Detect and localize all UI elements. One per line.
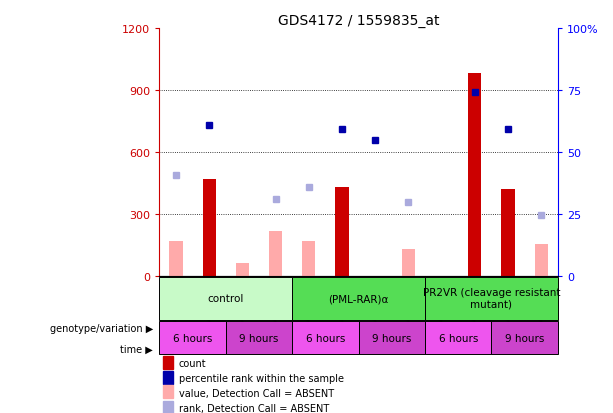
Text: 6 hours: 6 hours (306, 333, 345, 343)
Bar (359, 322, 425, 354)
Text: 9 hours: 9 hours (239, 333, 279, 343)
Bar (492, 322, 558, 354)
Bar (468, 74, 481, 276)
Title: GDS4172 / 1559835_at: GDS4172 / 1559835_at (278, 14, 440, 28)
Bar (269, 232, 282, 276)
Text: 6 hours: 6 hours (438, 333, 478, 343)
Text: value, Detection Call = ABSENT: value, Detection Call = ABSENT (178, 387, 333, 398)
Bar (163, 386, 173, 399)
Text: 9 hours: 9 hours (372, 333, 411, 343)
Text: time ▶: time ▶ (121, 344, 153, 354)
Bar (159, 322, 226, 354)
Bar (335, 188, 349, 276)
Bar (425, 277, 558, 320)
Text: 6 hours: 6 hours (173, 333, 212, 343)
Bar (302, 241, 316, 276)
Bar (292, 277, 425, 320)
Bar (163, 371, 173, 384)
Text: genotype/variation ▶: genotype/variation ▶ (50, 323, 153, 333)
Text: rank, Detection Call = ABSENT: rank, Detection Call = ABSENT (178, 404, 329, 413)
Bar (163, 401, 173, 413)
Bar (236, 263, 249, 276)
Text: PR2VR (cleavage resistant
mutant): PR2VR (cleavage resistant mutant) (423, 288, 560, 309)
Bar (226, 322, 292, 354)
Text: percentile rank within the sample: percentile rank within the sample (178, 373, 343, 383)
Bar (535, 244, 548, 276)
Text: control: control (208, 294, 244, 304)
Text: (PML-RAR)α: (PML-RAR)α (329, 294, 389, 304)
Text: 9 hours: 9 hours (505, 333, 544, 343)
Bar (402, 249, 415, 276)
Bar (169, 241, 183, 276)
Text: count: count (178, 358, 206, 368)
Bar (159, 277, 292, 320)
Bar (425, 322, 492, 354)
Bar (202, 179, 216, 276)
Bar (163, 356, 173, 369)
Bar (292, 322, 359, 354)
Bar (501, 190, 515, 276)
